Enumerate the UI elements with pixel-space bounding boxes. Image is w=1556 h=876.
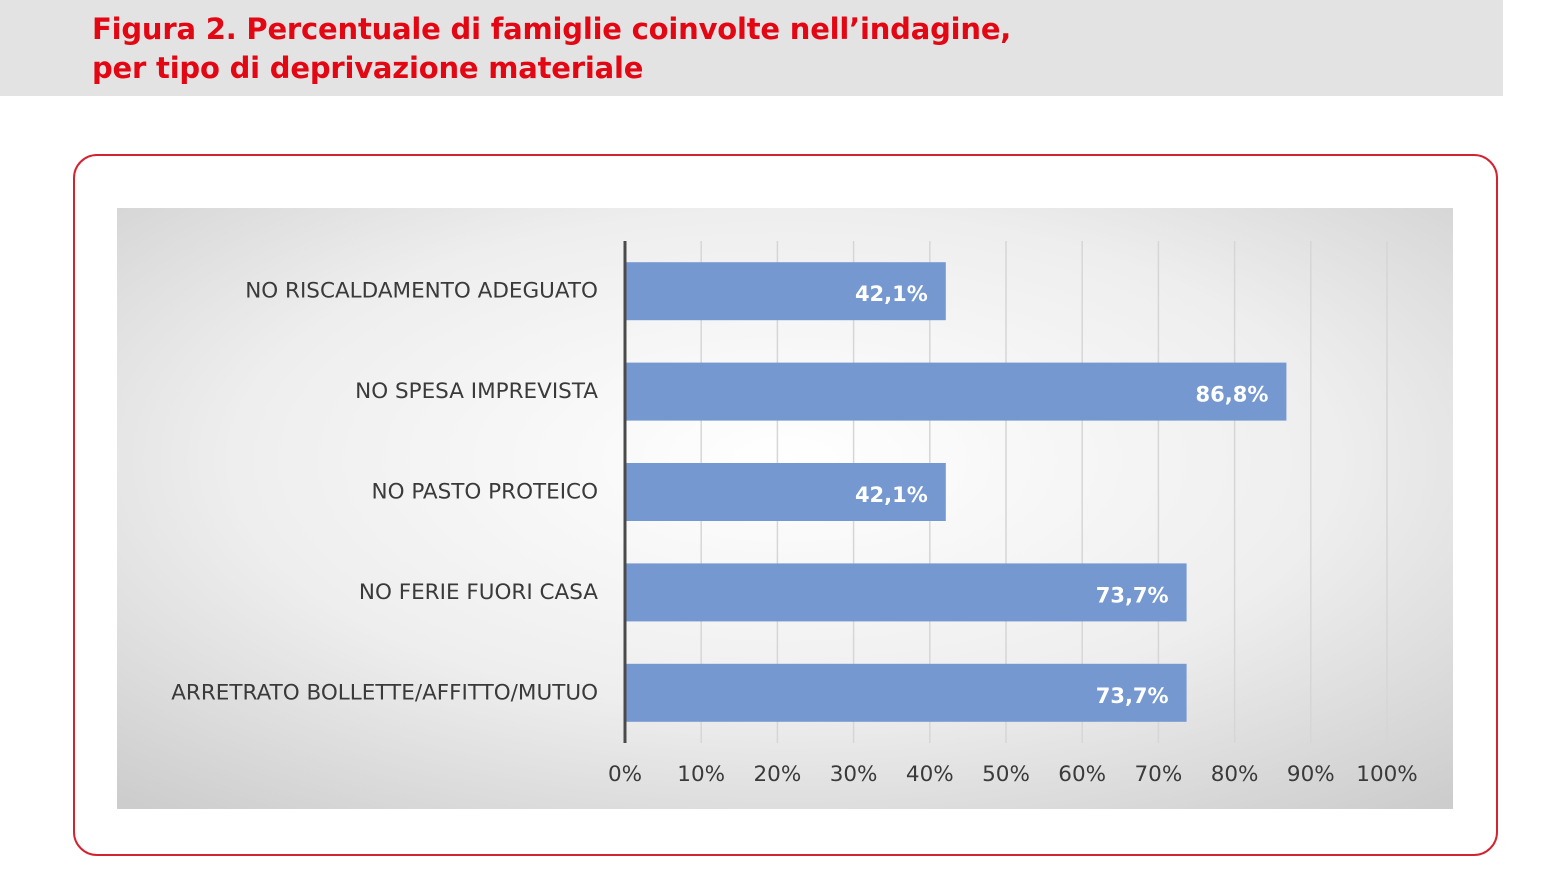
x-tick-label: 20% bbox=[754, 762, 802, 787]
data-label: 73,7% bbox=[1096, 583, 1169, 607]
x-tick-label: 50% bbox=[982, 762, 1030, 787]
data-label: 42,1% bbox=[855, 282, 928, 306]
bar bbox=[625, 362, 1287, 421]
x-tick-label: 70% bbox=[1135, 762, 1183, 787]
data-label: 42,1% bbox=[855, 483, 928, 507]
category-label: NO FERIE FUORI CASA bbox=[359, 580, 598, 605]
category-label: NO PASTO PROTEICO bbox=[372, 480, 599, 505]
figure-title-line-1: Figura 2. Percentuale di famiglie coinvo… bbox=[92, 12, 1012, 46]
bar-chart: NO RISCALDAMENTO ADEGUATO 42,1% NO SPESA I… bbox=[117, 208, 1453, 809]
x-tick-label: 40% bbox=[906, 762, 954, 787]
category-label: ARRETRATO BOLLETTE/AFFITTO/MUTUO bbox=[171, 680, 598, 705]
header-band bbox=[0, 0, 1503, 96]
x-tick-label: 30% bbox=[830, 762, 878, 787]
data-label: 73,7% bbox=[1096, 684, 1169, 708]
category-label: NO SPESA IMPREVISTA bbox=[355, 379, 598, 404]
x-tick-label: 10% bbox=[677, 762, 725, 787]
x-tick-label: 80% bbox=[1211, 762, 1259, 787]
bar bbox=[625, 463, 946, 521]
x-tick-label: 90% bbox=[1287, 762, 1335, 787]
x-tick-label: 100% bbox=[1356, 762, 1417, 787]
data-label: 86,8% bbox=[1196, 383, 1269, 407]
bar bbox=[625, 563, 1187, 622]
category-label: NO RISCALDAMENTO ADEGUATO bbox=[245, 279, 598, 304]
bar bbox=[625, 262, 946, 321]
x-tick-label: 60% bbox=[1058, 762, 1106, 787]
figure-title: Figura 2. Percentuale di famiglie coinvo… bbox=[92, 10, 1011, 88]
x-tick-label: 0% bbox=[608, 762, 642, 787]
figure-title-line-2: per tipo di deprivazione materiale bbox=[92, 51, 644, 85]
bar bbox=[625, 663, 1187, 722]
